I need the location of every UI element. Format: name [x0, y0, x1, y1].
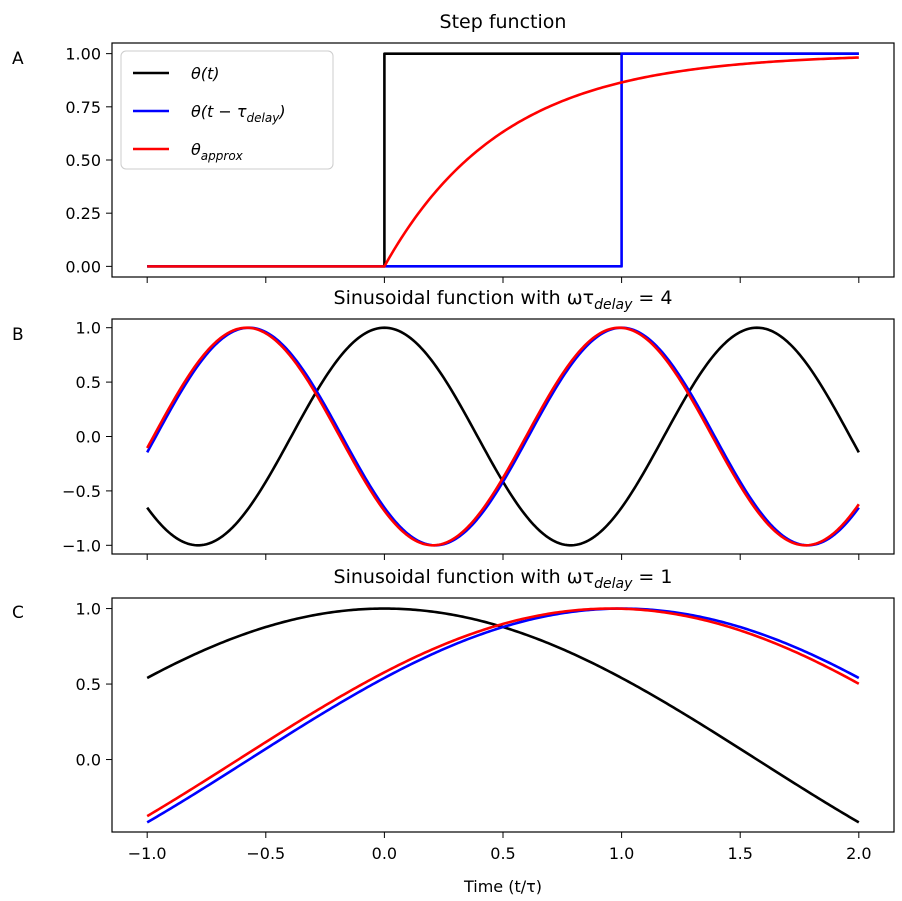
y-tick-label: 0.0 — [76, 428, 101, 447]
panel-title: Sinusoidal function with ωτdelay = 1 — [334, 566, 673, 592]
y-tick-label: 0.0 — [76, 751, 101, 770]
legend: θ(t) θ(t − τdelay) θapprox — [120, 50, 334, 170]
panel-letter: B — [12, 325, 24, 345]
x-tick-label: 2.0 — [846, 844, 871, 863]
legend-box — [120, 50, 334, 170]
y-tick-label: 1.0 — [76, 600, 101, 619]
y-tick-label: −1.0 — [62, 536, 101, 555]
legend-entry: θ(t) — [191, 64, 220, 83]
series-line-2 — [146, 607, 860, 818]
x-tick-label: 1.0 — [609, 844, 634, 863]
series-line-1 — [146, 607, 860, 824]
y-tick-label: 0.25 — [65, 204, 101, 223]
plot-frame — [111, 597, 895, 833]
y-tick-label: 0.00 — [65, 257, 101, 276]
panel-b: B Sinusoidal function with ωτdelay = 4 −1.… — [12, 287, 895, 560]
x-axis-label: Time (t/τ) — [463, 877, 542, 896]
series-line-1 — [146, 326, 860, 547]
x-tick-label: 0.0 — [372, 844, 397, 863]
y-tick-label: 0.75 — [65, 98, 101, 117]
series-line-2 — [147, 56, 859, 268]
y-tick-label: −0.5 — [62, 482, 101, 501]
y-tick-label: 1.0 — [76, 319, 101, 338]
y-tick-label: 0.5 — [76, 373, 101, 392]
y-tick-label: 0.5 — [76, 675, 101, 694]
legend-entry: θapprox — [191, 140, 244, 163]
x-tick-label: 0.5 — [490, 844, 515, 863]
x-tick-label: −0.5 — [246, 844, 285, 863]
panel-letter: C — [12, 603, 24, 623]
series-line-0 — [146, 607, 860, 824]
panel-title: Sinusoidal function with ωτdelay = 4 — [334, 287, 673, 313]
panel-c: C Sinusoidal function with ωτdelay = 1 0.0… — [12, 566, 895, 863]
series-line-0 — [146, 326, 860, 547]
panel-title: Step function — [440, 11, 567, 33]
series-line-2 — [146, 326, 860, 547]
panel-letter: A — [12, 49, 24, 69]
y-tick-label: 1.00 — [65, 45, 101, 64]
y-tick-label: 0.50 — [65, 151, 101, 170]
x-tick-label: −1.0 — [128, 844, 167, 863]
plot-frame — [111, 318, 895, 555]
legend-entry: θ(t − τdelay) — [191, 102, 286, 125]
x-tick-label: 1.5 — [727, 844, 752, 863]
